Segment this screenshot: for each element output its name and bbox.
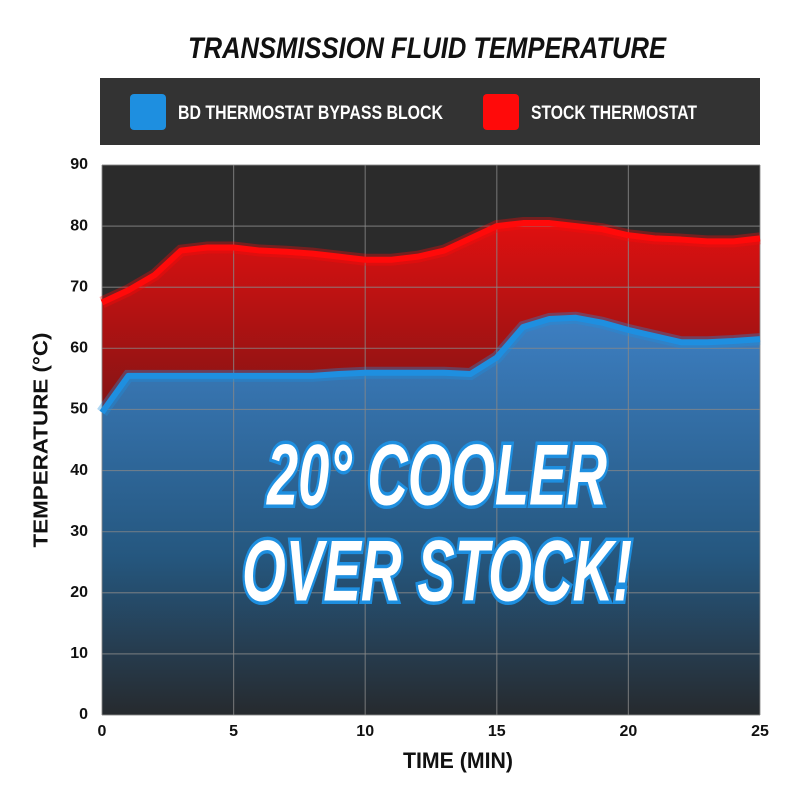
line bbox=[100, 220, 761, 306]
x-axis-label: TIME (MIN) bbox=[403, 748, 513, 773]
x-tick-label: 15 bbox=[488, 723, 506, 740]
y-tick-label: 0 bbox=[79, 706, 88, 723]
legend-label: BD THERMOSTAT BYPASS BLOCK bbox=[178, 103, 443, 124]
y-tick-label: 50 bbox=[70, 401, 88, 418]
y-tick-label: 30 bbox=[70, 523, 88, 540]
y-tick-label: 80 bbox=[70, 217, 88, 234]
y-tick-label: 20 bbox=[70, 584, 88, 601]
legend-swatch bbox=[130, 94, 166, 130]
x-tick-label: 20 bbox=[620, 723, 638, 740]
y-axis-label: TEMPERATURE (°C) bbox=[30, 333, 52, 548]
y-tick-label: 90 bbox=[70, 156, 88, 173]
x-tick-label: 0 bbox=[98, 723, 107, 740]
legend-swatch bbox=[483, 94, 519, 130]
annotation: OVER STOCK! bbox=[242, 524, 632, 620]
y-tick-label: 60 bbox=[70, 340, 88, 357]
legend-label: STOCK THERMOSTAT bbox=[531, 103, 697, 124]
legend-box bbox=[100, 78, 760, 145]
x-tick-label: 25 bbox=[751, 723, 769, 740]
y-tick-label: 40 bbox=[70, 462, 88, 479]
x-tick-label: 5 bbox=[229, 723, 238, 740]
annotation: 20° COOLER bbox=[266, 428, 607, 524]
chart-title: TRANSMISSION FLUID TEMPERATURE bbox=[188, 32, 667, 65]
y-tick-label: 70 bbox=[70, 278, 88, 295]
y-tick-label: 10 bbox=[70, 645, 88, 662]
area bbox=[102, 317, 760, 715]
line bbox=[99, 314, 761, 415]
x-tick-label: 10 bbox=[356, 723, 374, 740]
